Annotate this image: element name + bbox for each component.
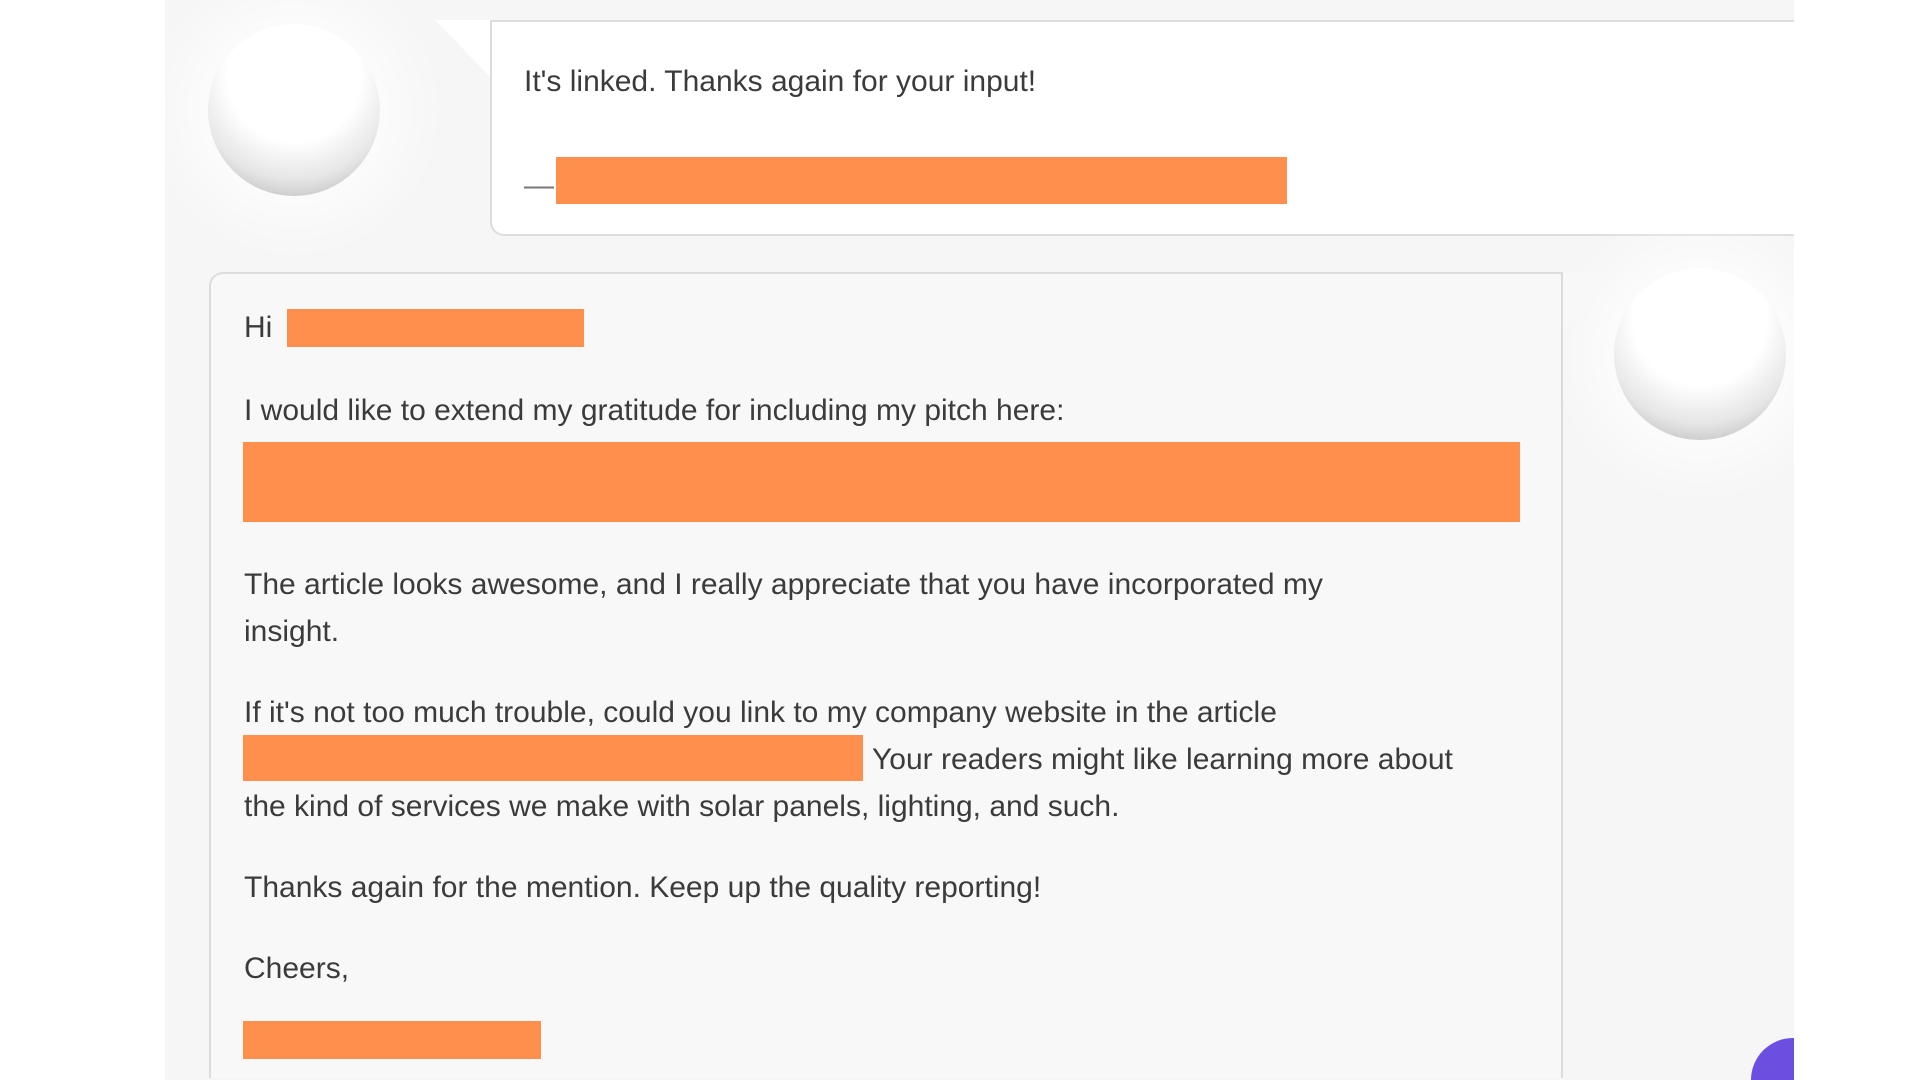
- message-text: It's linked. Thanks again for your input…: [524, 65, 1037, 98]
- signature-dash: —: [524, 169, 554, 202]
- message-line: insight.: [244, 615, 340, 648]
- message-line: Your readers might like learning more ab…: [872, 743, 1453, 776]
- message-line: Thanks again for the mention. Keep up th…: [244, 871, 1042, 904]
- greeting: Hi: [244, 311, 273, 344]
- redacted-signature: [556, 157, 1287, 204]
- message-line: Cheers,: [244, 952, 350, 985]
- message-line: the kind of services we make with solar …: [244, 790, 1120, 823]
- message-line: I would like to extend my gratitude for …: [244, 394, 1065, 427]
- redacted-sender-name: [243, 1021, 541, 1059]
- redacted-link: [243, 442, 1520, 522]
- conversation-area: It's linked. Thanks again for your input…: [165, 0, 1794, 1080]
- redacted-website: [243, 735, 863, 781]
- chat-widget-button[interactable]: [1751, 1038, 1794, 1080]
- recipient-avatar: [1614, 268, 1786, 440]
- email-message-bubble: Hi I would like to extend my gratitude f…: [209, 272, 1563, 1078]
- bubble-tail: [435, 20, 493, 80]
- redacted-name: [287, 309, 584, 347]
- message-line: If it's not too much trouble, could you …: [244, 696, 1277, 729]
- message-line: The article looks awesome, and I really …: [244, 568, 1323, 601]
- reply-message-bubble: It's linked. Thanks again for your input…: [490, 20, 1794, 236]
- bubble-tail: [1561, 272, 1617, 328]
- sender-avatar: [208, 24, 380, 196]
